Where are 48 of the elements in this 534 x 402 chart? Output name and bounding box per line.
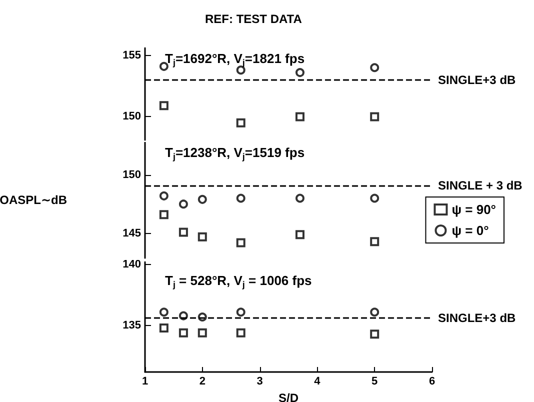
point [159,191,168,200]
x-tick-label: 3 [256,376,263,388]
legend-label: ψ = 0° [452,223,489,238]
point [178,328,188,338]
point [178,228,188,237]
point [295,230,304,240]
point [295,194,304,203]
y-axis-title: OASPL∼dB [0,193,68,207]
point [236,118,246,128]
point [370,237,380,246]
ref-line-label: SINGLE+3 dB [438,72,516,87]
point [370,63,380,72]
x-tick-label: 5 [372,376,378,388]
point [159,308,168,317]
chart-title: REF: TEST DATA [205,12,302,26]
x-tick-label: 2 [199,376,206,388]
x-axis-title: S/D [278,390,299,402]
point [159,324,168,332]
x-tick-label: 6 [428,376,436,388]
point [159,62,168,71]
point [370,194,380,203]
y-tick-label: 145 [122,227,141,240]
point [295,68,304,78]
point [370,112,380,122]
y-tick-label: 140 [122,258,141,270]
y-tick-label: 155 [122,49,141,62]
point [236,328,246,338]
point [159,210,168,220]
point [236,194,246,203]
point [236,308,246,317]
point [370,330,380,339]
point [198,232,207,242]
y-tick-label: 135 [122,320,141,332]
point [236,238,246,248]
point [178,200,188,209]
point [198,328,207,338]
legend-label: ψ = 90° [452,202,496,217]
point [370,308,380,317]
y-tick-label: 150 [122,168,141,181]
point [236,66,246,75]
point [295,112,304,122]
point [159,101,168,110]
ref-line-label: SINGLE + 3 dB [438,178,523,192]
point [198,194,207,204]
x-tick-label: 4 [314,376,322,388]
y-tick-label: 150 [122,110,141,123]
ref-line-label: SINGLE+3 dB [438,311,516,326]
x-tick-label: 1 [142,376,148,388]
